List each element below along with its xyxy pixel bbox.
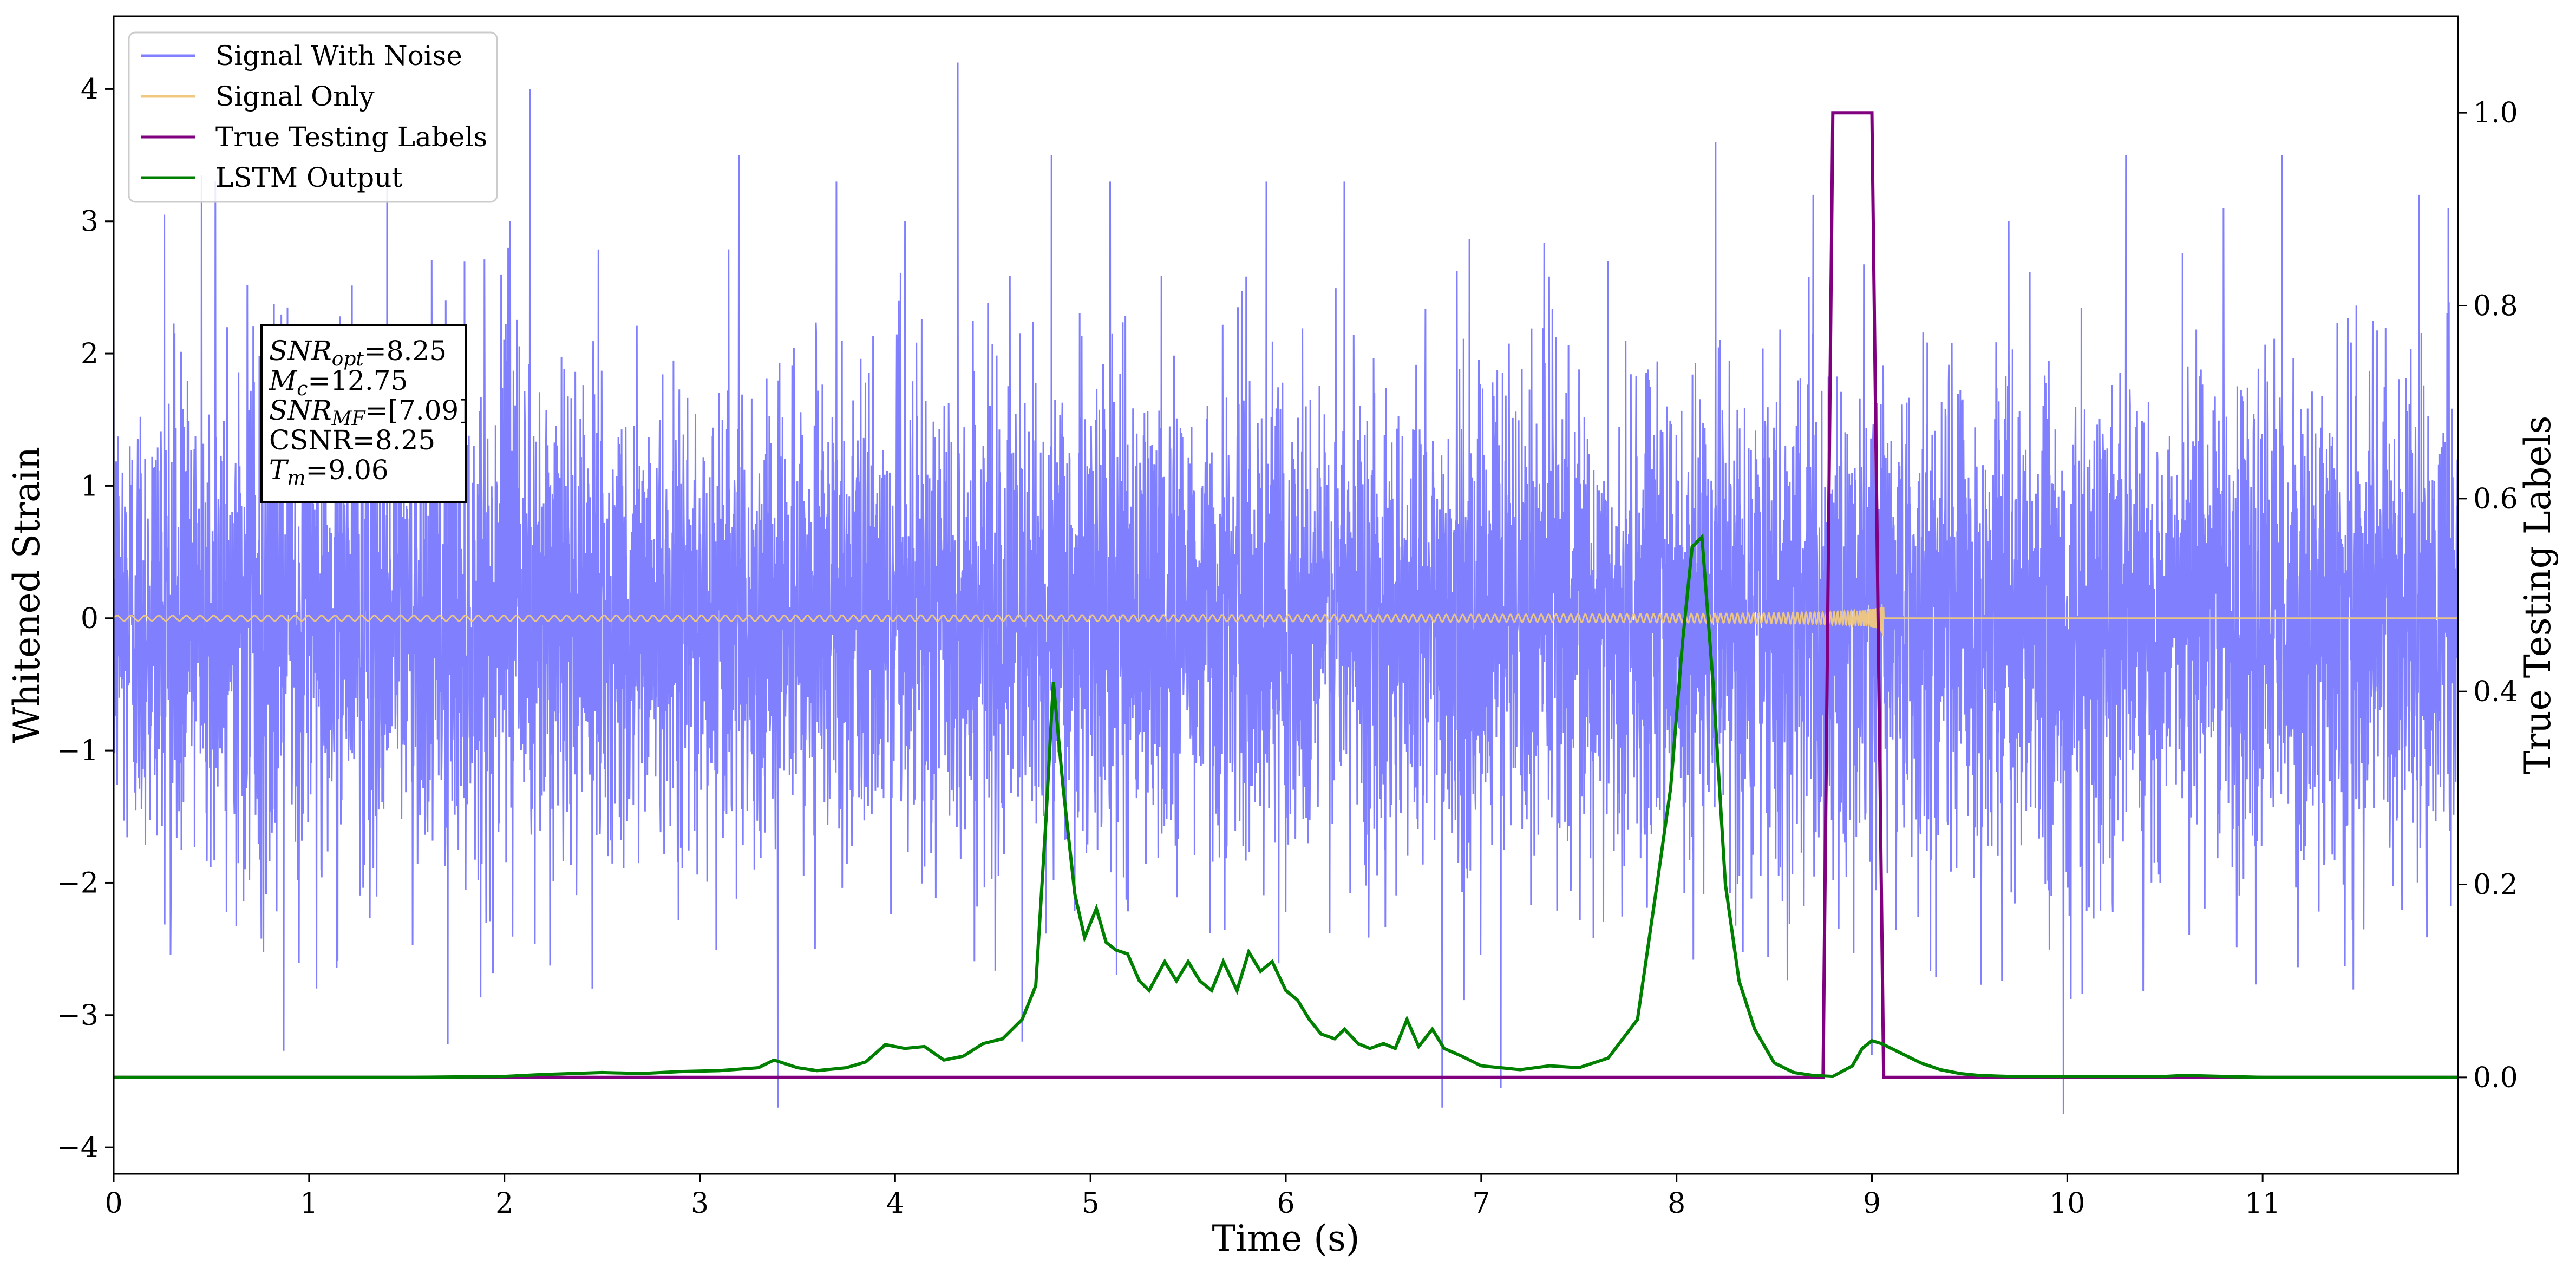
- series-layer: [114, 62, 2458, 1115]
- series-signal-with-noise: [114, 62, 2458, 1115]
- x-tick-label: 7: [1472, 1187, 1490, 1220]
- annotation-line: Mc=12.75: [269, 365, 408, 400]
- y-tick-label: 3: [81, 206, 99, 238]
- series-group: [114, 62, 2458, 1115]
- y-axis-right-label: True Testing Labels: [2517, 416, 2559, 775]
- y-tick-label: −2: [57, 867, 99, 899]
- y-axis-label: Whitened Strain: [6, 447, 48, 743]
- x-axis-label: Time (s): [1212, 1218, 1359, 1259]
- y-right-tick-label: 0.6: [2473, 483, 2518, 515]
- annotation-lines: SNRopt=8.25Mc=12.75SNRMF=[7.09]CSNR=8.25…: [269, 335, 469, 489]
- series-true-testing-labels: [114, 111, 2458, 1079]
- x-tick-label: 5: [1082, 1187, 1100, 1220]
- legend-entry-labels: True Testing Labels: [215, 121, 487, 153]
- annotation-line: CSNR=8.25: [269, 424, 435, 456]
- y-tick-label: −3: [57, 999, 99, 1032]
- y-right-tick-label: 1.0: [2473, 97, 2518, 129]
- y-right-tick-label: 0.8: [2473, 290, 2518, 323]
- x-tick-label: 2: [495, 1187, 513, 1220]
- y-tick-label: 2: [81, 338, 99, 370]
- ticks-layer: 0 1 2 3 4 5 6 7 8 9 10 11 −4 −3 −2 −1 0 1 2 3 4 0.0 0.2 0.4 0.6 0…: [57, 73, 2518, 1220]
- y-tick-label: 1: [81, 470, 99, 502]
- annotation-box: SNRopt=8.25Mc=12.75SNRMF=[7.09]CSNR=8.25…: [260, 324, 469, 503]
- annotation-line: Tm=9.06: [269, 454, 389, 489]
- annotation-line: SNRopt=8.25: [269, 335, 447, 370]
- y-tick-label: 4: [81, 73, 99, 106]
- y-right-tick-label: 0.2: [2473, 869, 2518, 901]
- y-tick-label: −1: [57, 735, 99, 767]
- series-signal-only: [114, 604, 2458, 636]
- legend-entry-noise: Signal With Noise: [215, 40, 462, 71]
- y-tick-label: −4: [57, 1132, 99, 1164]
- x-tick-label: 3: [691, 1187, 709, 1220]
- y-tick-label: 0: [81, 603, 99, 635]
- x-tick-label: 11: [2245, 1187, 2280, 1220]
- x-tick-label: 8: [1668, 1187, 1685, 1220]
- x-tick-label: 6: [1277, 1187, 1294, 1220]
- x-tick-label: 4: [886, 1187, 904, 1220]
- x-tick-label: 9: [1863, 1187, 1881, 1220]
- x-tick-label: 0: [104, 1187, 122, 1220]
- legend-entry-lstm: LSTM Output: [215, 162, 402, 193]
- legend-entry-signal: Signal Only: [215, 81, 375, 112]
- x-tick-label: 1: [300, 1187, 318, 1220]
- y-right-tick-label: 0.4: [2473, 676, 2518, 708]
- annotation-line: SNRMF=[7.09]: [269, 395, 469, 430]
- series-lstm-output: [114, 533, 2458, 1079]
- x-tick-label: 10: [2049, 1187, 2085, 1220]
- y-right-tick-label: 0.0: [2473, 1062, 2518, 1094]
- annotation-frame: [260, 324, 467, 503]
- legend: Signal With Noise Signal Only True Testi…: [128, 31, 498, 203]
- legend-box: [128, 31, 498, 203]
